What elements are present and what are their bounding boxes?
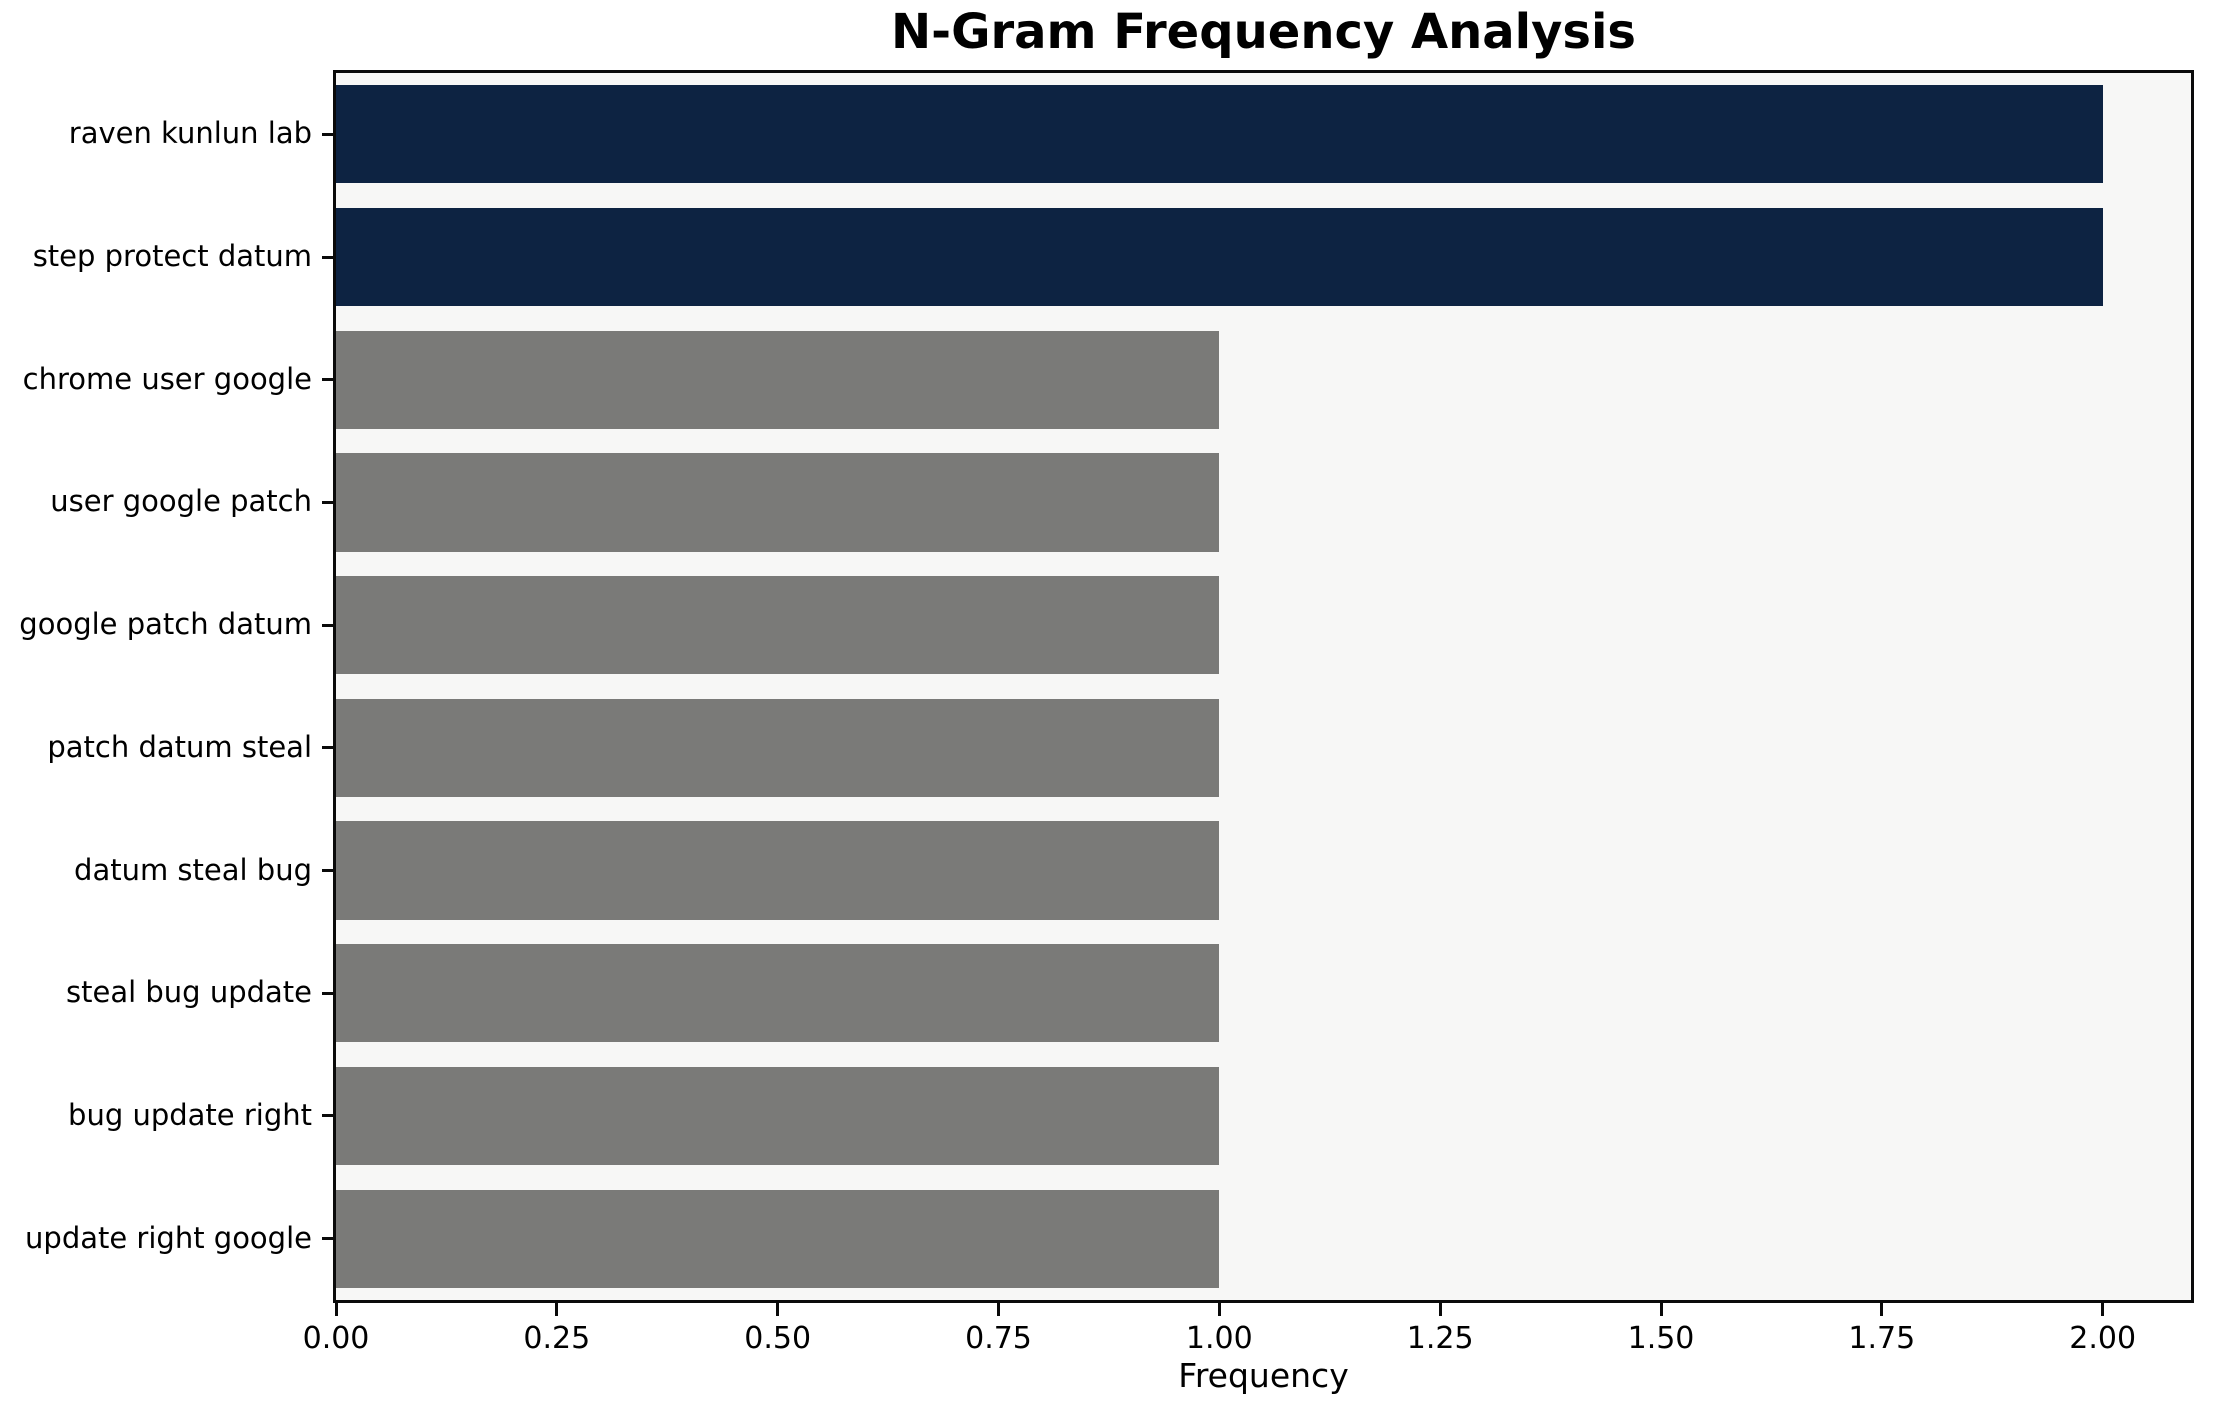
y-tick-label: bug update right (68, 1097, 312, 1132)
y-tick-label: google patch datum (19, 607, 312, 642)
bar (336, 944, 1220, 1043)
x-tick-mark (1217, 1303, 1221, 1316)
y-tick-label: raven kunlun lab (68, 116, 312, 151)
y-tick-label: datum steal bug (74, 852, 312, 887)
x-tick-label: 1.75 (1848, 1321, 1916, 1356)
x-tick-label: 1.00 (1185, 1321, 1253, 1356)
y-tick-mark (322, 378, 333, 382)
y-tick-mark (322, 991, 333, 995)
y-tick-label: patch datum steal (47, 729, 312, 764)
x-tick-mark (2101, 1303, 2105, 1316)
y-tick-mark (322, 623, 333, 627)
x-tick-mark (1880, 1303, 1884, 1316)
x-tick-mark (1438, 1303, 1442, 1316)
x-tick-mark (1659, 1303, 1663, 1316)
y-tick-mark (322, 1237, 333, 1241)
y-tick-label: update right google (25, 1220, 312, 1255)
bar (336, 1189, 1220, 1288)
bar (336, 821, 1220, 920)
y-tick-mark (322, 255, 333, 259)
x-tick-label: 1.25 (1406, 1321, 1474, 1356)
x-tick-mark (555, 1303, 559, 1316)
x-tick-label: 0.75 (965, 1321, 1032, 1356)
x-tick-label: 2.00 (2069, 1321, 2137, 1356)
y-tick-label: steal bug update (66, 975, 312, 1010)
x-tick-label: 0.00 (302, 1321, 370, 1356)
y-tick-mark (322, 869, 333, 873)
y-tick-label: chrome user google (22, 361, 312, 396)
y-tick-label: user google patch (50, 484, 312, 519)
chart-title: N-Gram Frequency Analysis (891, 4, 1636, 60)
x-tick-mark (776, 1303, 780, 1316)
x-axis-label: Frequency (1178, 1356, 1349, 1395)
x-tick-mark (997, 1303, 1000, 1316)
y-tick-mark (322, 132, 333, 136)
bar (336, 85, 2103, 184)
bar (336, 207, 2103, 307)
x-tick-label: 1.50 (1627, 1321, 1695, 1356)
bar (336, 698, 1220, 797)
x-tick-mark (334, 1303, 338, 1316)
y-tick-mark (322, 746, 333, 750)
bar (336, 1066, 1220, 1166)
bar (336, 330, 1220, 429)
y-tick-label: step protect datum (32, 239, 312, 274)
bar (336, 453, 1220, 552)
bar (336, 576, 1220, 675)
y-tick-mark (322, 1114, 333, 1118)
x-tick-label: 0.50 (744, 1321, 812, 1356)
y-tick-mark (322, 500, 333, 504)
x-tick-label: 0.25 (523, 1321, 591, 1356)
